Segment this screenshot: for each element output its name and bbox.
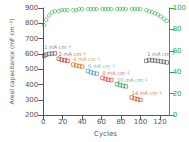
svg-text:0: 0	[41, 118, 45, 126]
svg-text:400: 400	[25, 81, 38, 89]
svg-text:100: 100	[173, 4, 186, 12]
svg-text:900: 900	[25, 4, 38, 12]
svg-text:Areal capacitance (mF cm⁻²): Areal capacitance (mF cm⁻²)	[8, 18, 16, 104]
svg-text:40: 40	[173, 68, 182, 76]
svg-text:60: 60	[172, 46, 182, 55]
svg-text:2 mA cm⁻²: 2 mA cm⁻²	[58, 51, 86, 58]
svg-text:500: 500	[25, 65, 38, 73]
svg-text:8 mA cm⁻²: 8 mA cm⁻²	[103, 70, 130, 76]
svg-text:Cycles: Cycles	[94, 130, 117, 138]
svg-text:80: 80	[117, 118, 126, 126]
svg-text:300: 300	[25, 96, 38, 104]
svg-text:80: 80	[173, 25, 182, 33]
svg-text:4 mA cm⁻²: 4 mA cm⁻²	[73, 56, 100, 62]
svg-text:6 mA cm⁻²: 6 mA cm⁻²	[88, 63, 115, 69]
svg-text:0: 0	[173, 111, 177, 119]
svg-text:1 mA cm⁻²: 1 mA cm⁻²	[44, 44, 71, 50]
svg-text:120: 120	[153, 118, 166, 126]
svg-text:14 mA cm⁻²: 14 mA cm⁻²	[132, 90, 162, 96]
svg-text:60: 60	[97, 118, 106, 126]
svg-text:20: 20	[173, 90, 182, 98]
svg-text:10 mA cm⁻²: 10 mA cm⁻²	[117, 77, 147, 83]
svg-text:1 mA cm⁻²: 1 mA cm⁻²	[147, 51, 174, 57]
svg-text:700: 700	[25, 35, 38, 43]
svg-text:200: 200	[25, 111, 38, 119]
svg-text:40: 40	[78, 118, 87, 126]
svg-text:600: 600	[25, 50, 38, 58]
svg-text:800: 800	[25, 19, 38, 27]
svg-text:20: 20	[58, 118, 67, 126]
svg-text:100: 100	[134, 118, 147, 126]
